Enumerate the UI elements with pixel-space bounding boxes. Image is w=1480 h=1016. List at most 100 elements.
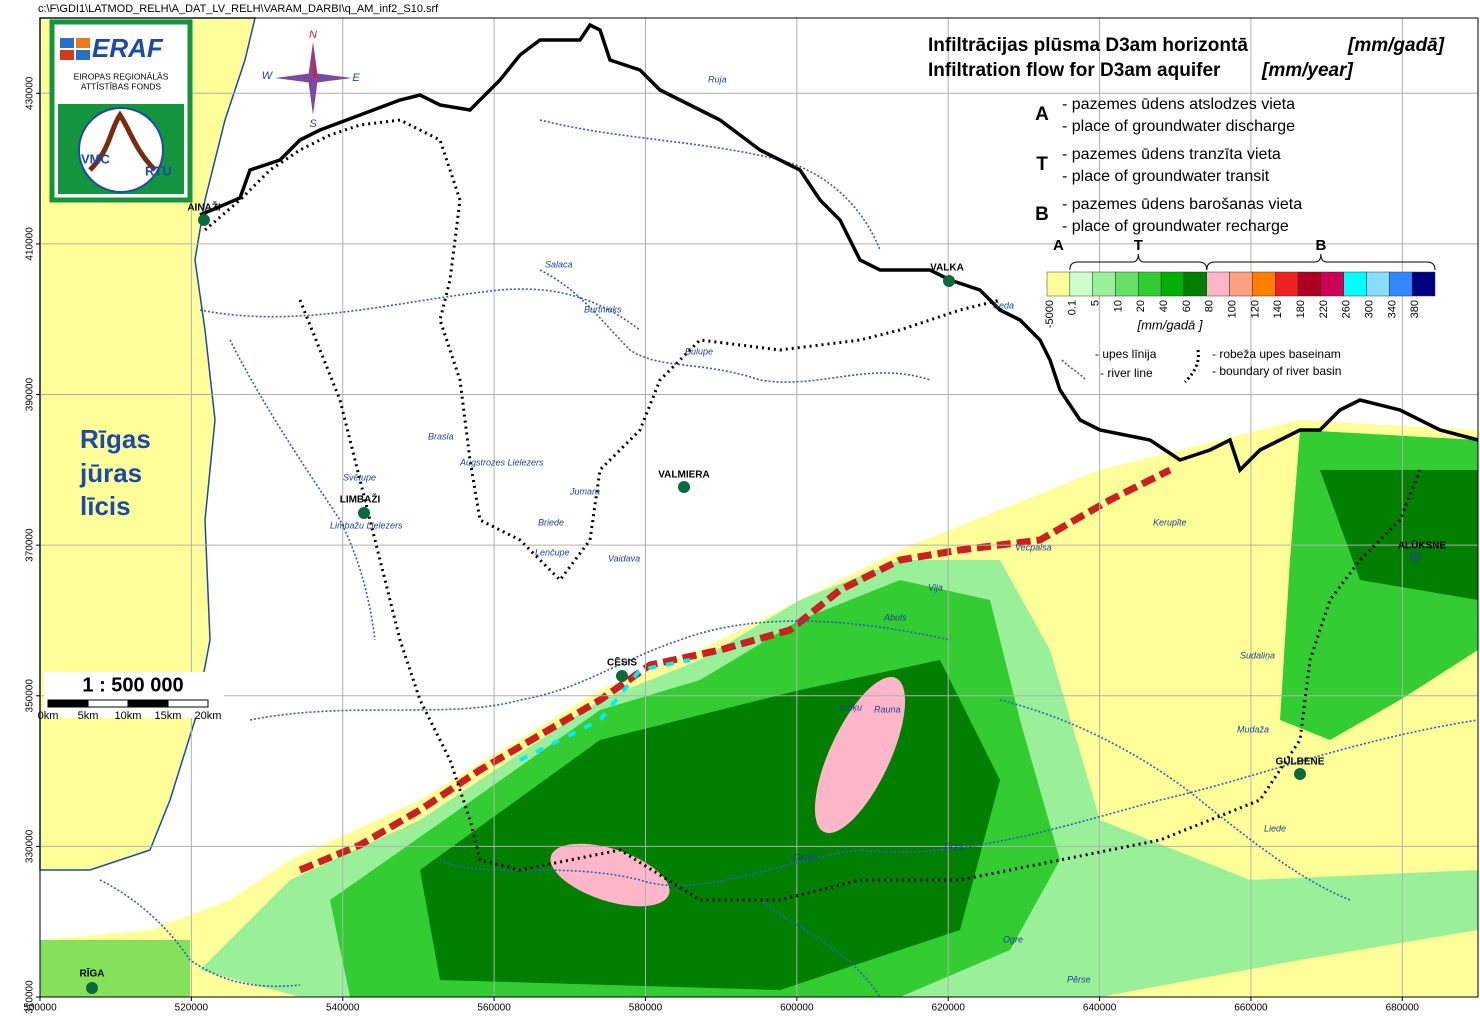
color-swatch <box>1138 271 1162 297</box>
compass-e: E <box>352 72 360 84</box>
color-swatch <box>1320 271 1344 297</box>
river-label: Ogre <box>1003 934 1023 944</box>
legend-text: - robeža upes baseinam <box>1212 347 1341 361</box>
river <box>539 269 931 383</box>
y-tick-label: 410000 <box>25 227 36 261</box>
color-label: 260 <box>1341 300 1353 318</box>
scale-label: 10km <box>115 710 142 722</box>
logo-square <box>60 50 74 60</box>
color-label: 40 <box>1158 300 1170 312</box>
river <box>99 879 301 988</box>
compass-s: S <box>309 118 317 130</box>
color-swatch <box>1160 271 1185 297</box>
color-swatch <box>1092 271 1116 297</box>
dark-green-east <box>1320 470 1478 600</box>
color-label: 340 <box>1386 300 1398 318</box>
sea <box>39 17 256 871</box>
zone-lv: - pazemes ūdens barošanas vieta <box>1062 196 1302 213</box>
river-label: Augstrozes Lielezers <box>459 457 544 467</box>
scale-segment <box>167 699 209 708</box>
x-tick-label: 640000 <box>1083 1003 1117 1014</box>
y-tick-label: 350000 <box>25 679 36 713</box>
color-swatch <box>1115 271 1139 297</box>
river-label: Abuls <box>883 612 907 622</box>
city-dot <box>943 275 955 287</box>
zone-legend: A - pazemes ūdens atslodzes vieta - place … <box>1035 96 1302 235</box>
river-label: Svētupe <box>343 472 376 482</box>
river-label: Ruja <box>708 74 727 84</box>
color-swatch <box>1389 271 1413 297</box>
zone-en: - place of groundwater transit <box>1062 168 1270 185</box>
group-label: A <box>1053 237 1064 254</box>
color-label: 300 <box>1363 300 1375 318</box>
city-dot <box>1294 768 1306 780</box>
river-label: Lenčupe <box>535 547 570 557</box>
city-dot <box>616 670 628 682</box>
scale-label: 5km <box>78 710 99 722</box>
river-label: Rauna <box>874 704 901 714</box>
city-label: AINAŽI <box>187 201 221 214</box>
scale-segment <box>127 699 169 708</box>
title-lv: Infiltrācijas plūsma D3am horizontā <box>928 35 1248 56</box>
legend-text: - boundary of river basin <box>1212 364 1341 378</box>
city-label: ALŪKSNE <box>1398 540 1447 552</box>
x-tick-label: 600000 <box>780 1003 814 1014</box>
color-swatch <box>1366 271 1390 297</box>
group-brace <box>1206 253 1436 271</box>
compass-w: W <box>262 70 274 82</box>
scale-segment <box>87 699 129 708</box>
river-label: Limbažu Lielezers <box>330 520 403 530</box>
compass-north <box>313 42 316 78</box>
x-tick-label: 560000 <box>477 1003 511 1014</box>
color-label: 5 <box>1090 300 1102 306</box>
river-label: Sudaliņa <box>1240 650 1275 660</box>
pink-zone <box>814 676 906 834</box>
x-tick-label: 500000 <box>23 1003 57 1014</box>
river-label: Burtnieks <box>584 304 622 314</box>
river-label: Brasla <box>428 431 454 441</box>
color-label: 20 <box>1135 300 1147 312</box>
sea-label: līcis <box>80 491 131 521</box>
color-label: 60 <box>1181 300 1193 312</box>
color-label: 120 <box>1249 300 1261 318</box>
title-en: Infiltration flow for D3am aquifer <box>928 60 1221 81</box>
logo-square <box>76 38 90 48</box>
legend-text: - river line <box>1100 366 1153 380</box>
river-label: Vecpalsa <box>1015 542 1052 552</box>
river-label: Ieriķu <box>840 702 862 712</box>
y-tick-label: 310000 <box>25 980 36 1014</box>
y-tick-label: 330000 <box>25 829 36 863</box>
scale-bar: 0km 5km 10km 15km 20km <box>38 699 221 722</box>
color-swatch <box>1046 271 1071 297</box>
river-label: Liede <box>1264 823 1286 833</box>
legend-text: - upes līnija <box>1095 347 1157 361</box>
river <box>999 699 1351 901</box>
zone-en: - place of groundwater recharge <box>1062 218 1289 235</box>
logo-text: EIROPAS REĢIONĀLĀS <box>74 71 169 81</box>
zone-lv: - pazemes ūdens tranzīta vieta <box>1062 146 1281 163</box>
city-label: LIMBAŽI <box>340 493 381 506</box>
color-swatch <box>1343 271 1367 297</box>
river <box>439 719 1479 887</box>
legend-river-sample <box>1061 359 1087 381</box>
river-label: Vaidava <box>608 553 640 563</box>
scale-box <box>44 672 224 718</box>
river-label: Salaca <box>545 259 573 269</box>
title-lv-unit: [mm/gadā] <box>1347 35 1445 56</box>
river-label: Briede <box>538 517 564 527</box>
river <box>229 339 376 641</box>
basin-boundary <box>204 118 1001 583</box>
zone-en: - place of groundwater discharge <box>1062 118 1295 135</box>
y-tick-label: 370000 <box>25 528 36 562</box>
river-label: Tirza <box>943 841 963 851</box>
color-label: -5000 <box>1044 300 1056 328</box>
color-label: 140 <box>1272 300 1284 318</box>
river-labels: Ruja Salaca Burtnieks Seda Bulupe Svētup… <box>330 74 1286 984</box>
title-en-unit: [mm/year] <box>1261 60 1353 81</box>
river <box>199 288 641 331</box>
color-legend: -5000 0.1 5 10 20 40 60 80 100 120 140 180 220 260 300… <box>1044 237 1436 332</box>
logo-circle <box>78 107 164 193</box>
logo-curve <box>88 110 157 172</box>
zone-letter: A <box>1035 104 1049 125</box>
